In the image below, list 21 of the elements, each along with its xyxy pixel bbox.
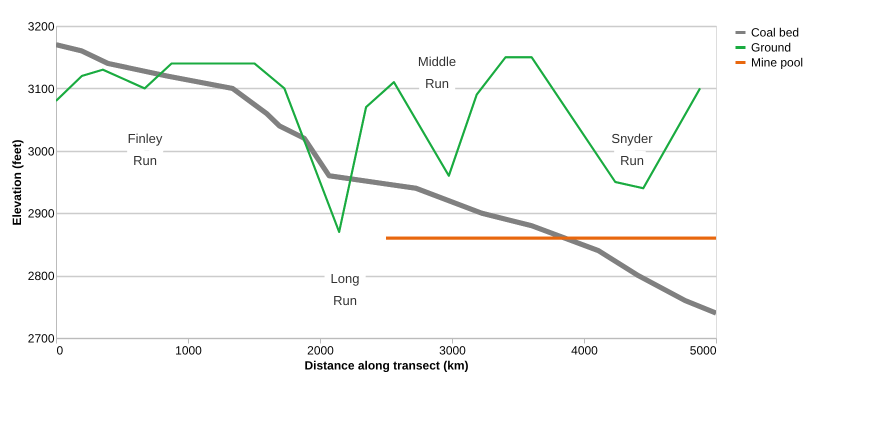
y-tick-label: 2800 bbox=[28, 269, 55, 284]
legend-label: Ground bbox=[751, 40, 792, 54]
annotation: Finley Run bbox=[128, 131, 163, 168]
x-tick-label: 0 bbox=[56, 344, 64, 358]
y-tick-label: 2700 bbox=[28, 332, 55, 346]
x-tick-label: 5000 bbox=[690, 344, 717, 358]
y-tick-label: 3100 bbox=[28, 82, 55, 96]
legend-label: Mine pool bbox=[751, 56, 804, 70]
legend-label: Coal bed bbox=[751, 26, 800, 40]
x-axis-title: Distance along transect (km) bbox=[304, 358, 469, 372]
x-tick-label: 4000 bbox=[571, 344, 598, 358]
x-tick-label: 3000 bbox=[439, 344, 466, 358]
y-tick-label: 3000 bbox=[28, 144, 55, 158]
x-tick-label: 1000 bbox=[175, 344, 202, 358]
y-tick-label: 2900 bbox=[28, 206, 55, 221]
annotation: Long Run bbox=[330, 271, 360, 308]
annotation: Middle Run bbox=[418, 54, 456, 91]
x-tick-label: 2000 bbox=[307, 344, 334, 358]
y-tick-label: 3200 bbox=[28, 20, 55, 34]
y-axis-title: Elevation (feet) bbox=[10, 139, 24, 226]
annotation: Snyder Run bbox=[611, 131, 654, 168]
